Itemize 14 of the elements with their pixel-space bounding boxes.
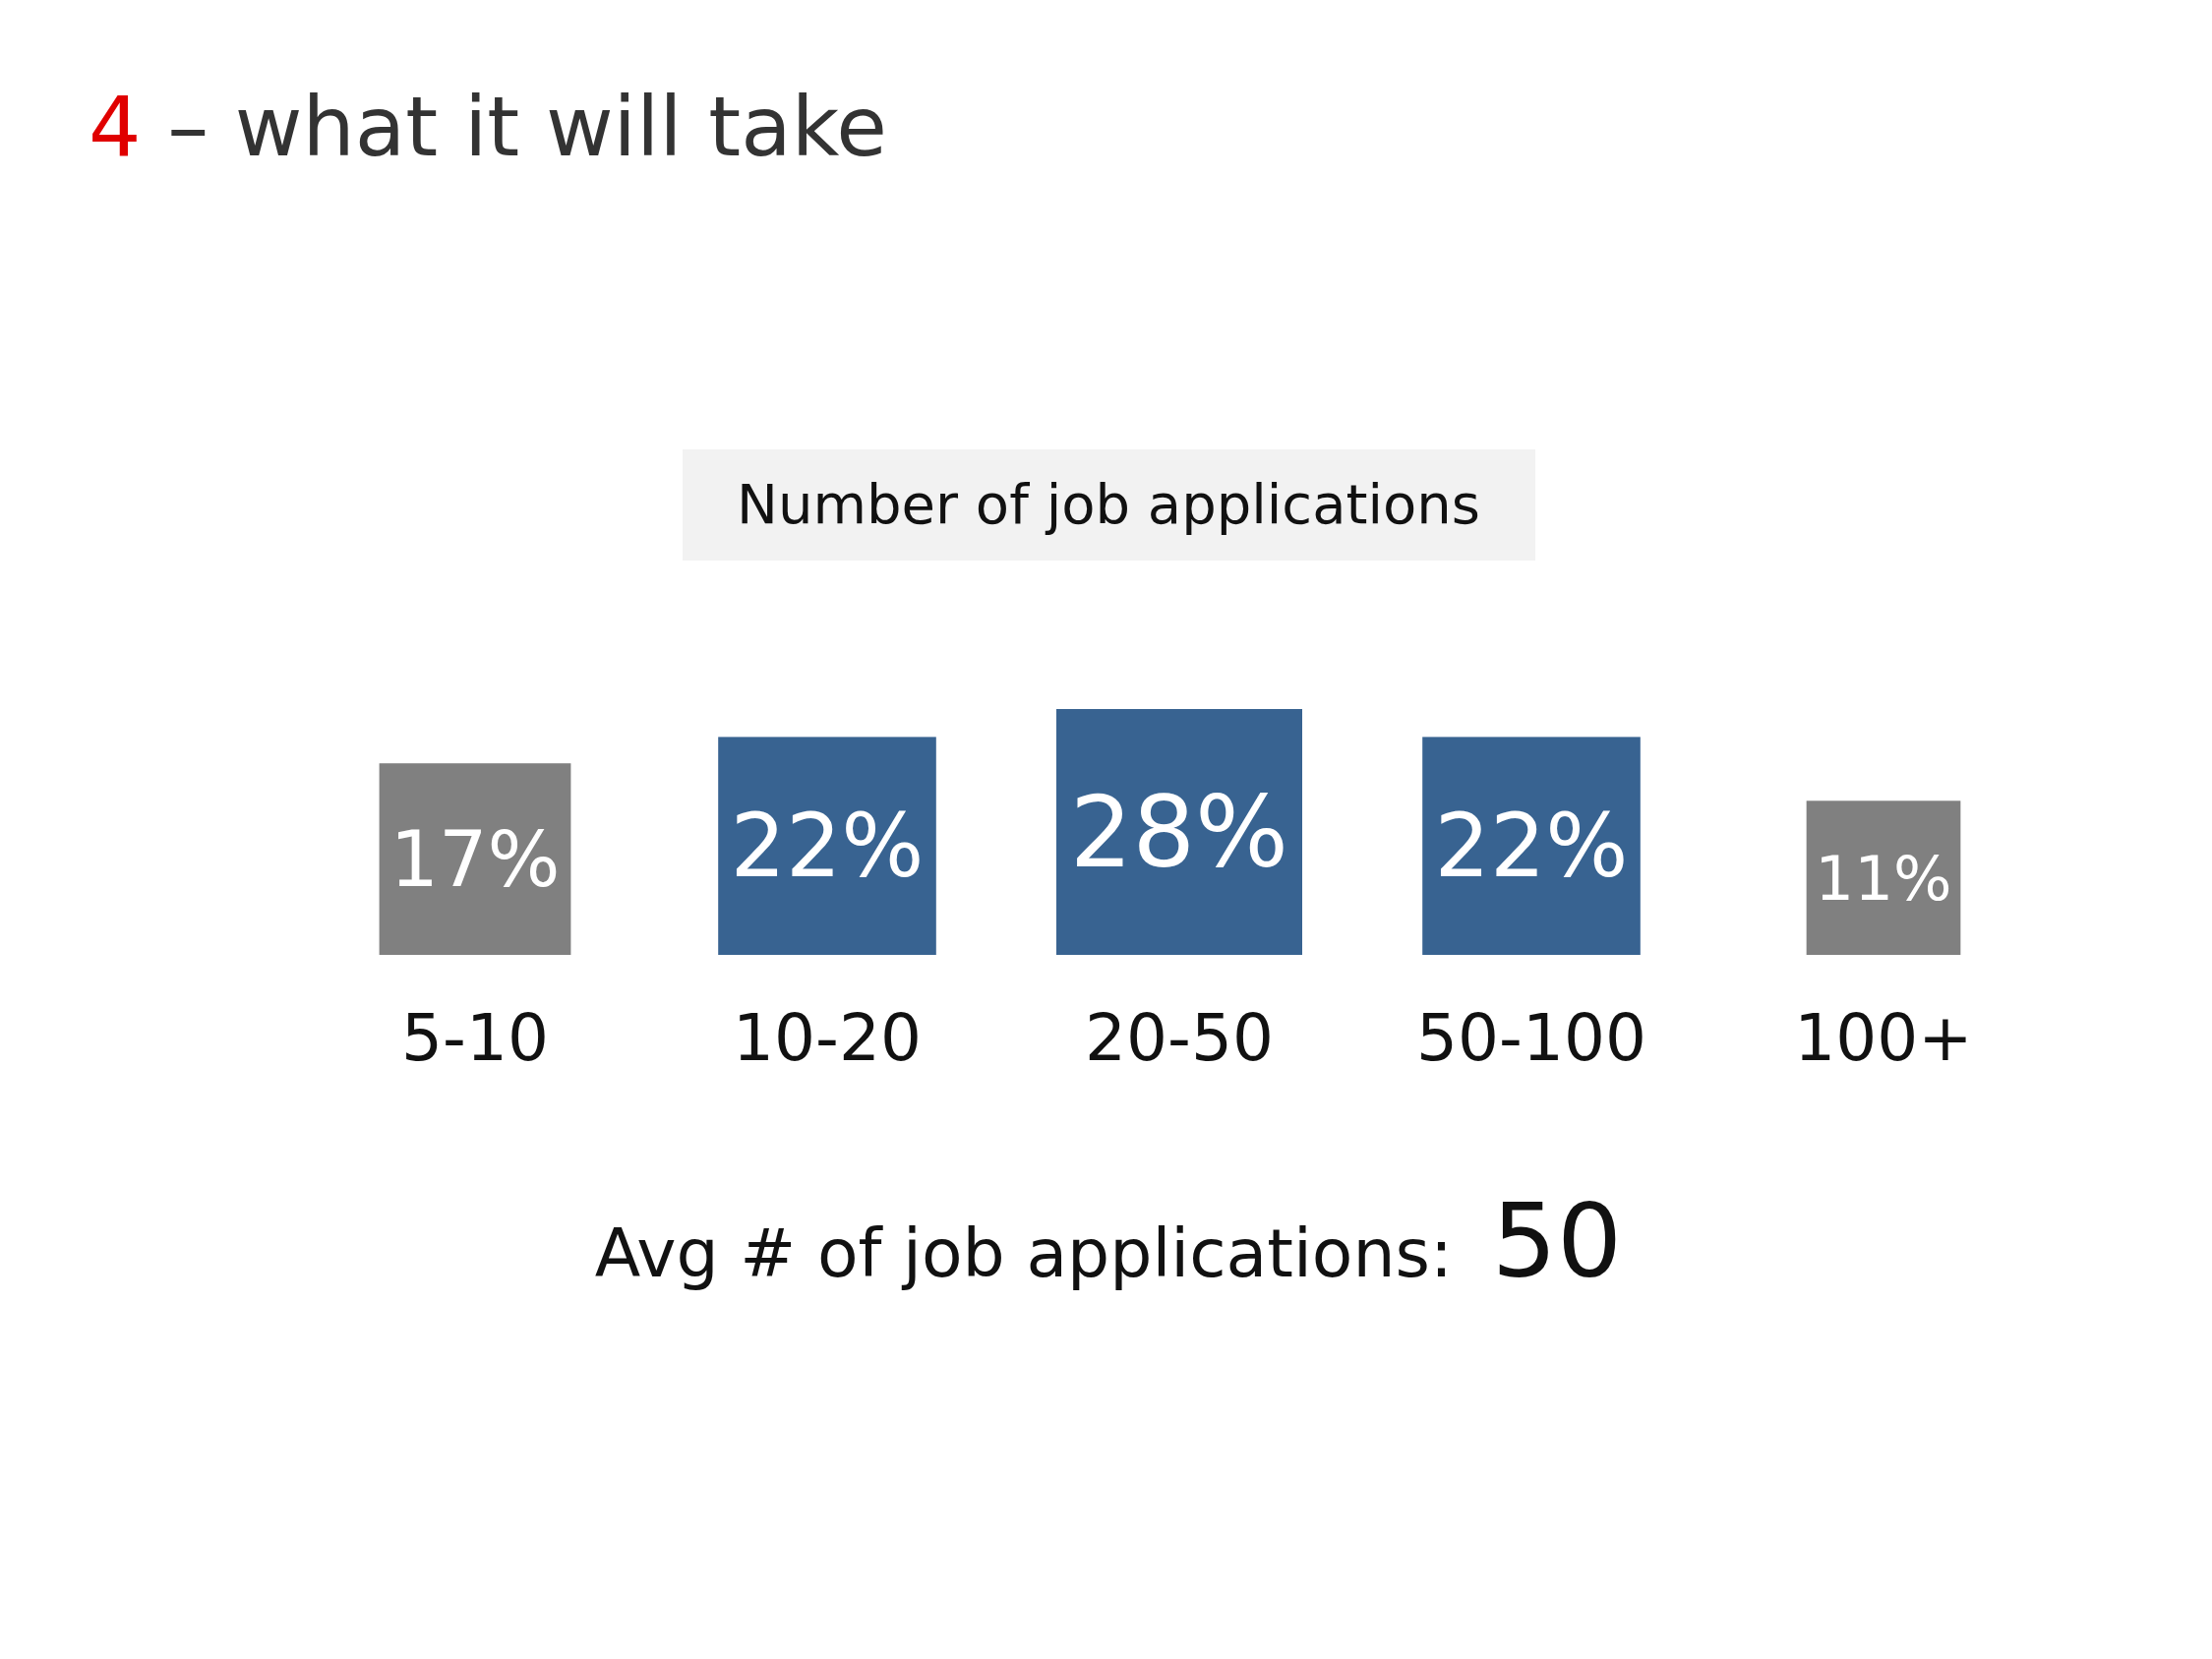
text: 4 – what it will take	[89, 79, 888, 175]
data-label: 22%	[1434, 796, 1629, 898]
data-label: 28%	[1069, 775, 1289, 890]
category-label: 10-20	[733, 1000, 922, 1076]
text: Avg # of job applications:	[594, 1215, 1453, 1292]
category-label: 50-100	[1416, 1000, 1646, 1076]
data-label: 22%	[730, 796, 925, 898]
category-label: 5-10	[401, 1000, 549, 1076]
data-label: 11%	[1815, 842, 1952, 915]
text: Number of job applications	[737, 472, 1480, 536]
category-label: 100+	[1794, 1000, 1973, 1076]
text: 50	[1491, 1181, 1623, 1301]
category-label: 20-50	[1085, 1000, 1274, 1076]
data-label: 17%	[389, 814, 561, 904]
